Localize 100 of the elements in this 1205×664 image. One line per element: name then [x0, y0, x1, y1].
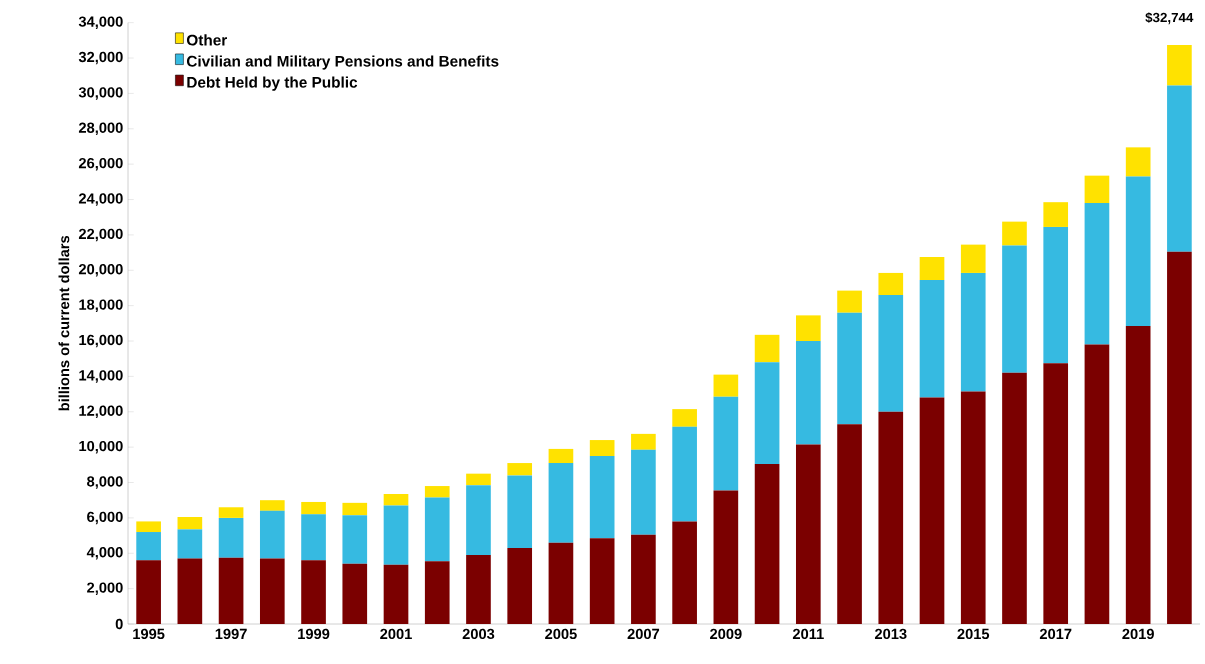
bar [672, 521, 697, 624]
x-tick-label: 1999 [298, 628, 330, 640]
legend-label: Other [186, 34, 227, 46]
bar [795, 315, 821, 342]
y-tick-label: 26,000 [78, 157, 123, 171]
bar [754, 334, 780, 363]
bar [1043, 202, 1069, 227]
bar [177, 558, 203, 624]
bar [672, 409, 697, 427]
bar [1167, 251, 1192, 624]
bar [960, 272, 986, 392]
bar [1084, 344, 1110, 624]
y-tick-label: 16,000 [79, 334, 123, 348]
y-tick-label: 24,000 [78, 193, 123, 206]
bar [218, 507, 244, 518]
bar [960, 391, 986, 624]
y-tick-label: 10,000 [79, 440, 123, 454]
bar [466, 473, 491, 486]
bar [589, 538, 615, 624]
bar [837, 424, 862, 624]
bar [754, 463, 780, 624]
bar [301, 560, 326, 624]
bar [631, 449, 656, 535]
y-tick-label: 12,000 [79, 405, 123, 419]
bar [301, 514, 326, 561]
bar [136, 521, 161, 533]
bar [342, 563, 368, 624]
bar [466, 555, 491, 624]
bar [878, 272, 904, 296]
x-tick-label: 2015 [957, 628, 990, 640]
x-tick-label: 2007 [627, 628, 660, 640]
annotation: $32,744 [1145, 12, 1194, 25]
x-tick-label: 2003 [462, 628, 495, 640]
bar [1043, 226, 1069, 364]
bar [1002, 372, 1027, 624]
bar [548, 463, 574, 543]
bar [837, 312, 862, 425]
bar [259, 558, 285, 624]
bar [383, 494, 409, 506]
legend-label: Debt Held by the Public [187, 76, 358, 91]
bar [136, 560, 161, 624]
bar [713, 374, 739, 397]
x-tick-label: 2011 [792, 628, 824, 640]
legend-label: Civilian and Military Pensions and Benefits [186, 55, 499, 70]
y-tick-label: 8,000 [87, 476, 123, 489]
bar [1167, 44, 1192, 86]
bar [631, 433, 656, 450]
bar [795, 341, 821, 445]
bar [878, 411, 904, 624]
y-tick-label: 2,000 [87, 582, 123, 595]
bar [878, 295, 904, 412]
bar [218, 517, 244, 558]
bar [177, 517, 203, 530]
bar [589, 440, 615, 456]
bar [1125, 147, 1151, 177]
y-tick-label: 6,000 [87, 511, 123, 525]
x-tick-label: 2017 [1039, 628, 1072, 640]
bar [1002, 221, 1027, 246]
bar [960, 244, 986, 273]
bar [1167, 85, 1192, 252]
bar [795, 444, 821, 624]
y-axis-title: billions of current dollars [58, 235, 70, 411]
x-tick-label: 2001 [380, 628, 412, 640]
bar [383, 505, 409, 565]
bar [713, 490, 739, 624]
bar [548, 448, 574, 464]
bar [589, 455, 615, 539]
bar [1084, 175, 1110, 204]
x-tick-label: 2013 [874, 628, 907, 640]
bar [466, 485, 491, 556]
y-tick-label: 22,000 [78, 228, 123, 242]
y-tick-label: 34,000 [78, 16, 123, 29]
bar [713, 396, 739, 491]
bar [424, 486, 450, 498]
bar [919, 397, 945, 624]
y-tick-label: 18,000 [79, 299, 123, 312]
bar [1125, 325, 1151, 624]
bar [424, 497, 450, 562]
x-tick-label: 1997 [215, 628, 247, 640]
bar [1125, 176, 1151, 326]
bar [342, 515, 368, 564]
y-tick-label: 30,000 [78, 87, 123, 100]
x-tick-label: 2005 [545, 628, 577, 640]
bar [1084, 203, 1110, 345]
x-tick-label: 2019 [1122, 628, 1154, 640]
bar [136, 532, 161, 561]
bar [548, 542, 574, 624]
y-tick-label: 14,000 [79, 370, 123, 383]
bar [259, 500, 285, 511]
bar [919, 280, 945, 398]
bar [672, 426, 697, 522]
x-tick-label: 1995 [133, 628, 165, 640]
bar [424, 561, 450, 624]
bar [259, 510, 285, 559]
bar [218, 557, 244, 624]
bar [383, 564, 409, 624]
bar [631, 534, 656, 624]
y-tick-label: 0 [115, 618, 123, 630]
y-tick-label: 20,000 [78, 264, 123, 277]
bar [754, 362, 780, 464]
